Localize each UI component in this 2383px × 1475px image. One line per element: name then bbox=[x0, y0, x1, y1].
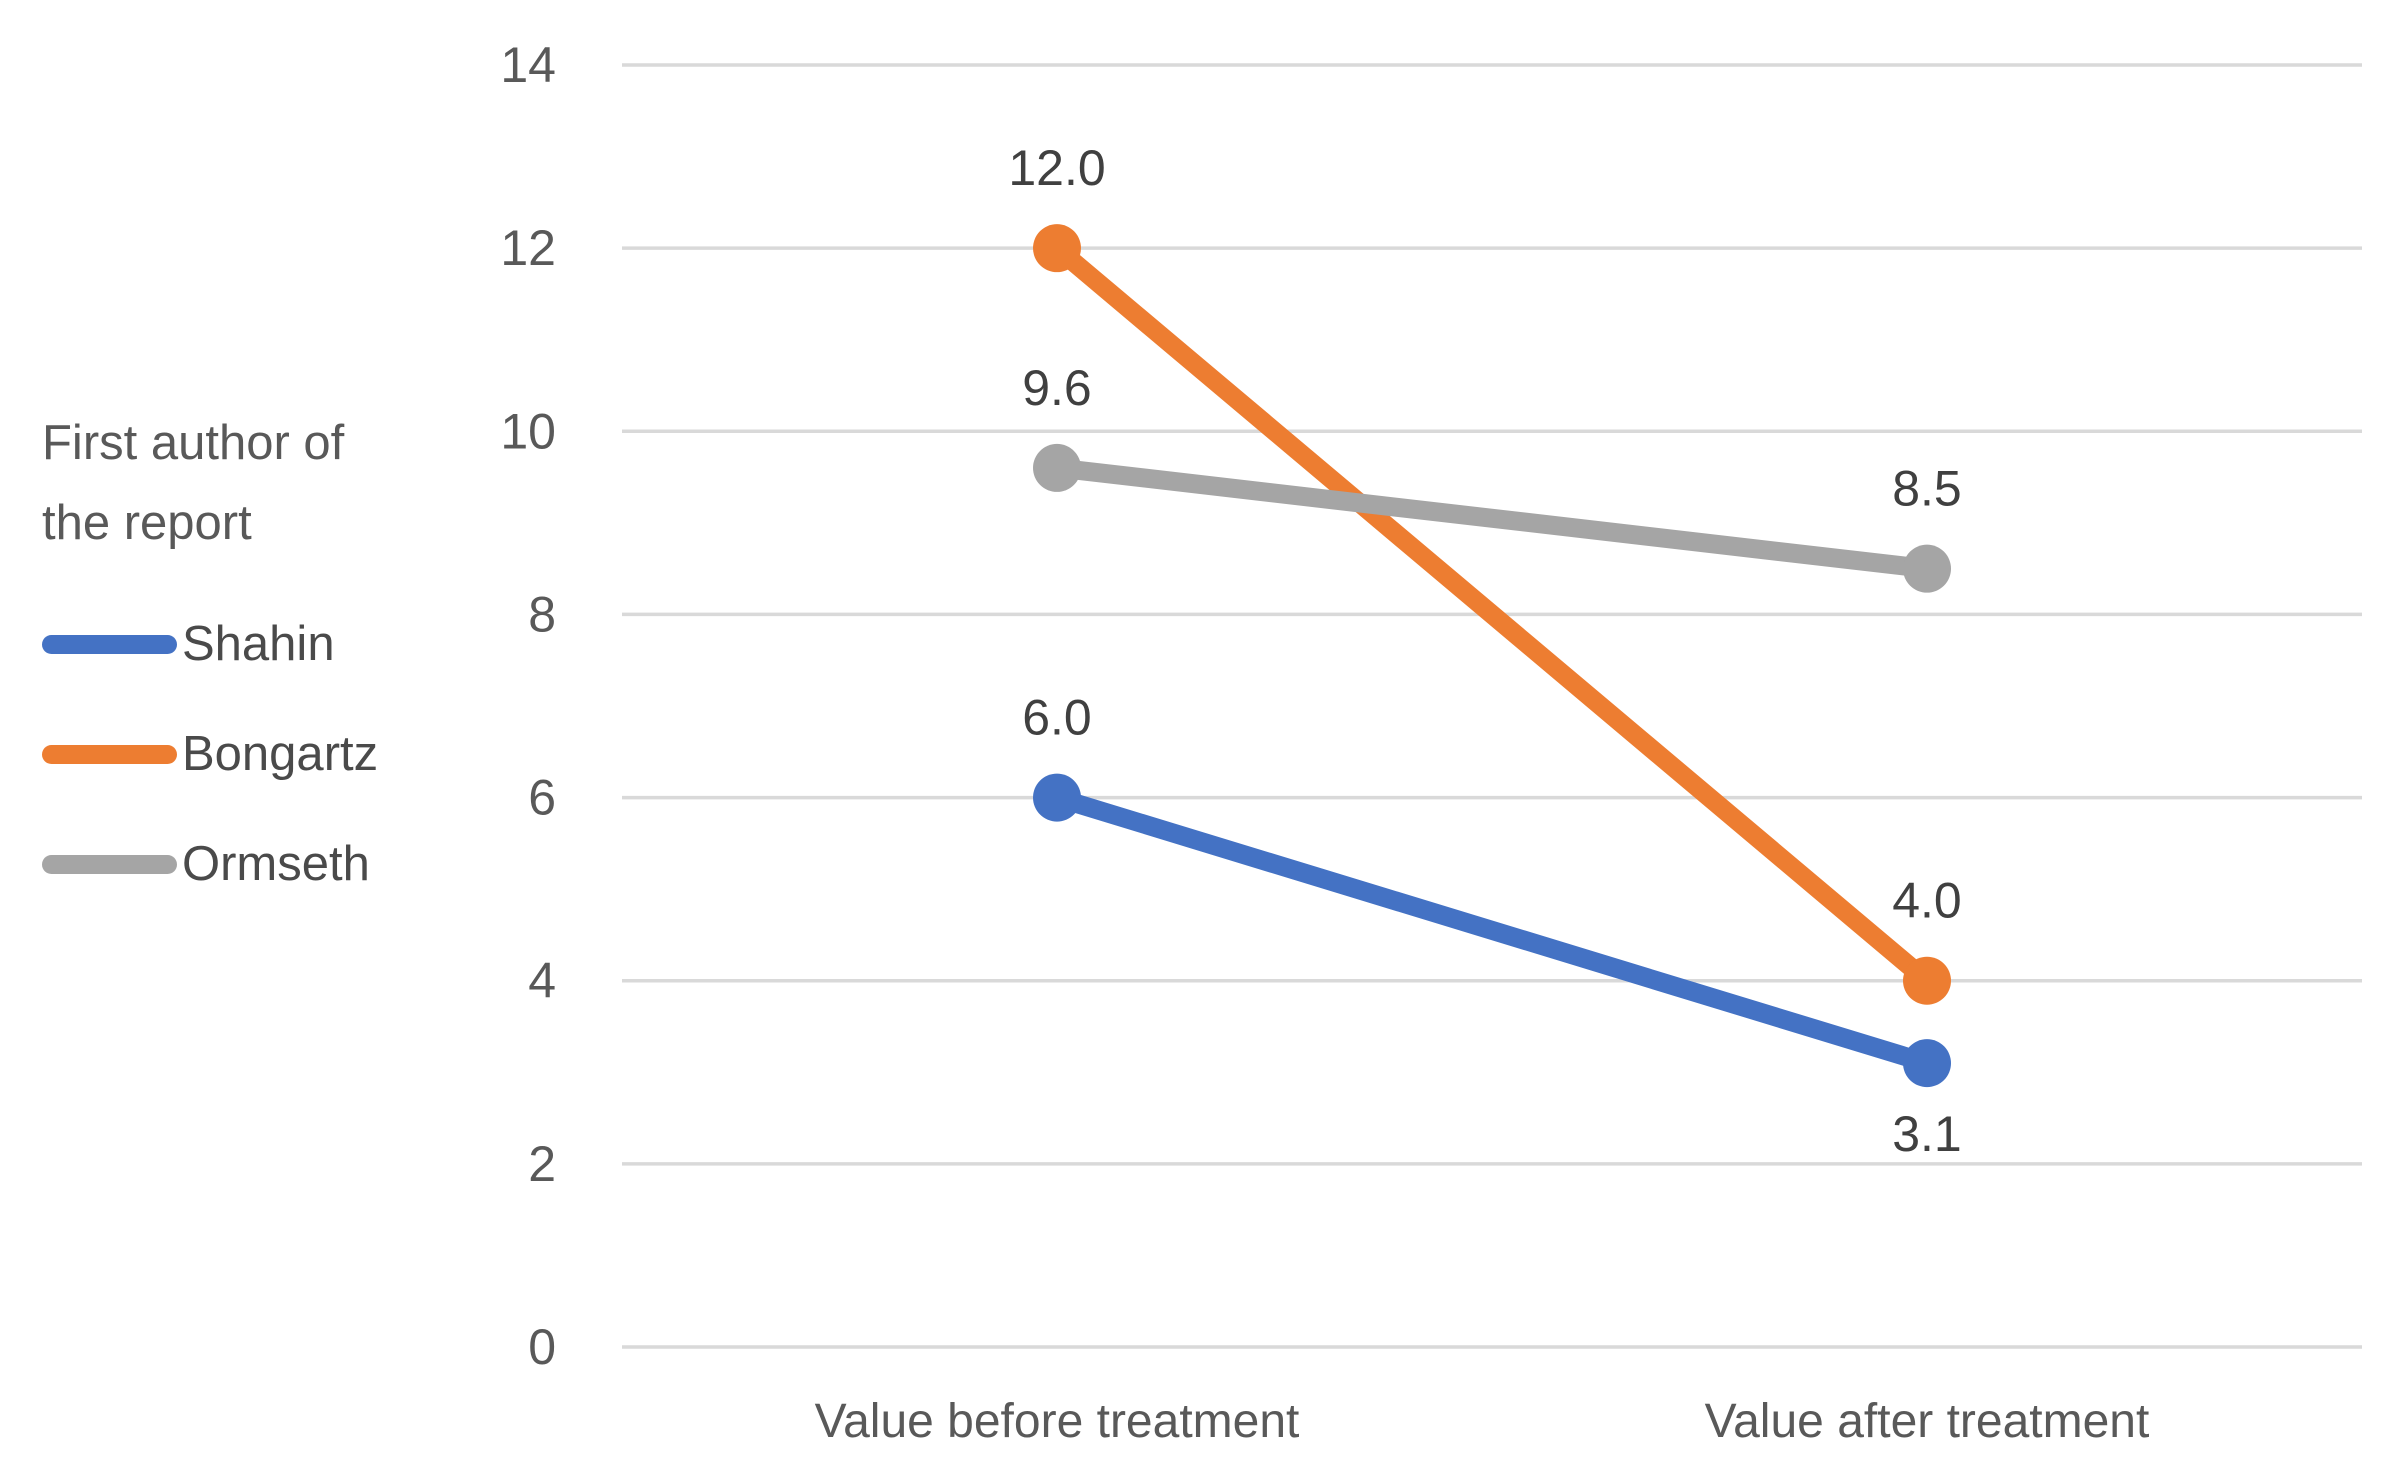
x-axis-category-label: Value before treatment bbox=[815, 1395, 1300, 1448]
series-marker-ormseth bbox=[1033, 443, 1081, 492]
chart-legend: First author of the report Shahin Bongart… bbox=[42, 403, 482, 949]
legend-swatch-bongartz bbox=[42, 744, 177, 764]
legend-item-ormseth: Ormseth bbox=[42, 837, 482, 891]
series-marker-bongartz bbox=[1033, 224, 1081, 273]
series-marker-shahin bbox=[1903, 1039, 1951, 1088]
series-line-bongartz bbox=[1047, 238, 1937, 991]
y-axis-tick-label: 4 bbox=[528, 953, 556, 1009]
data-label-bongartz: 12.0 bbox=[1008, 140, 1105, 196]
series-marker-ormseth bbox=[1903, 544, 1951, 593]
y-axis-tick-label: 8 bbox=[528, 586, 556, 642]
legend-item-bongartz: Bongartz bbox=[42, 727, 482, 781]
series-line-ormseth bbox=[1047, 458, 1937, 579]
data-label-shahin: 6.0 bbox=[1022, 690, 1092, 746]
legend-title-line-1: First author of bbox=[42, 416, 345, 470]
data-label-ormseth: 8.5 bbox=[1892, 461, 1962, 517]
legend-title: First author of the report bbox=[42, 403, 482, 563]
y-axis-tick-label: 14 bbox=[500, 37, 556, 93]
series-line-shahin bbox=[1047, 788, 1937, 1073]
y-axis-tick-label: 6 bbox=[528, 770, 556, 826]
y-axis-tick-label: 2 bbox=[528, 1136, 556, 1192]
data-label-bongartz: 4.0 bbox=[1892, 873, 1962, 929]
legend-label-shahin: Shahin bbox=[182, 617, 335, 671]
legend-swatch-ormseth bbox=[42, 854, 177, 874]
legend-label-ormseth: Ormseth bbox=[182, 837, 370, 891]
legend-label-bongartz: Bongartz bbox=[182, 727, 379, 781]
series-marker-shahin bbox=[1033, 773, 1081, 822]
y-axis-tick-label: 10 bbox=[500, 403, 556, 459]
legend-item-shahin: Shahin bbox=[42, 617, 482, 671]
data-label-ormseth: 9.6 bbox=[1022, 360, 1092, 416]
y-axis-tick-label: 12 bbox=[500, 220, 556, 276]
legend-swatch-shahin bbox=[42, 634, 177, 654]
legend-title-line-2: the report bbox=[42, 496, 252, 550]
x-axis-category-label: Value after treatment bbox=[1705, 1395, 2150, 1448]
data-label-shahin: 3.1 bbox=[1892, 1106, 1962, 1162]
legend-items: Shahin Bongartz Ormseth bbox=[42, 617, 482, 891]
y-axis-tick-label: 0 bbox=[528, 1319, 556, 1375]
series-marker-bongartz bbox=[1903, 956, 1951, 1005]
